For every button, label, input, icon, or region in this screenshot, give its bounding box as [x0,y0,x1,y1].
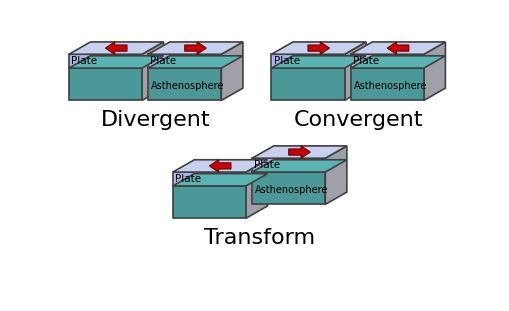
Polygon shape [325,146,346,204]
Text: Plate: Plate [71,56,97,66]
Polygon shape [251,158,325,172]
Polygon shape [386,42,408,54]
Polygon shape [148,42,242,54]
Polygon shape [307,42,329,54]
Text: Plate: Plate [352,56,378,66]
Polygon shape [148,56,242,68]
Text: Convergent: Convergent [293,110,422,130]
Polygon shape [148,68,221,100]
Polygon shape [350,68,423,100]
Polygon shape [344,42,365,100]
Text: Divergent: Divergent [101,110,210,130]
Polygon shape [184,42,206,54]
Polygon shape [350,56,444,68]
Polygon shape [271,68,344,100]
Polygon shape [221,42,242,100]
Polygon shape [271,56,365,68]
Text: Asthenosphere: Asthenosphere [151,81,224,91]
Polygon shape [173,186,245,218]
Text: Plate: Plate [150,56,176,66]
Text: Transform: Transform [204,228,315,248]
Polygon shape [69,68,142,100]
Polygon shape [251,160,346,172]
Polygon shape [288,146,309,158]
Polygon shape [350,54,423,68]
Polygon shape [69,42,163,54]
Polygon shape [209,160,231,172]
Polygon shape [105,42,127,54]
Polygon shape [173,174,267,186]
Text: Plate: Plate [273,56,299,66]
Polygon shape [245,160,267,218]
Polygon shape [173,172,245,186]
Text: Asthenosphere: Asthenosphere [254,185,328,195]
Polygon shape [251,172,325,204]
Polygon shape [350,42,444,54]
Polygon shape [271,42,365,54]
Polygon shape [251,146,346,158]
Polygon shape [148,54,221,68]
Text: Asthenosphere: Asthenosphere [353,81,427,91]
Polygon shape [173,160,267,172]
Text: Plate: Plate [254,160,280,170]
Polygon shape [142,42,163,100]
Polygon shape [423,42,444,100]
Polygon shape [69,54,142,68]
Polygon shape [271,54,344,68]
Polygon shape [69,56,163,68]
Text: Plate: Plate [175,174,201,184]
